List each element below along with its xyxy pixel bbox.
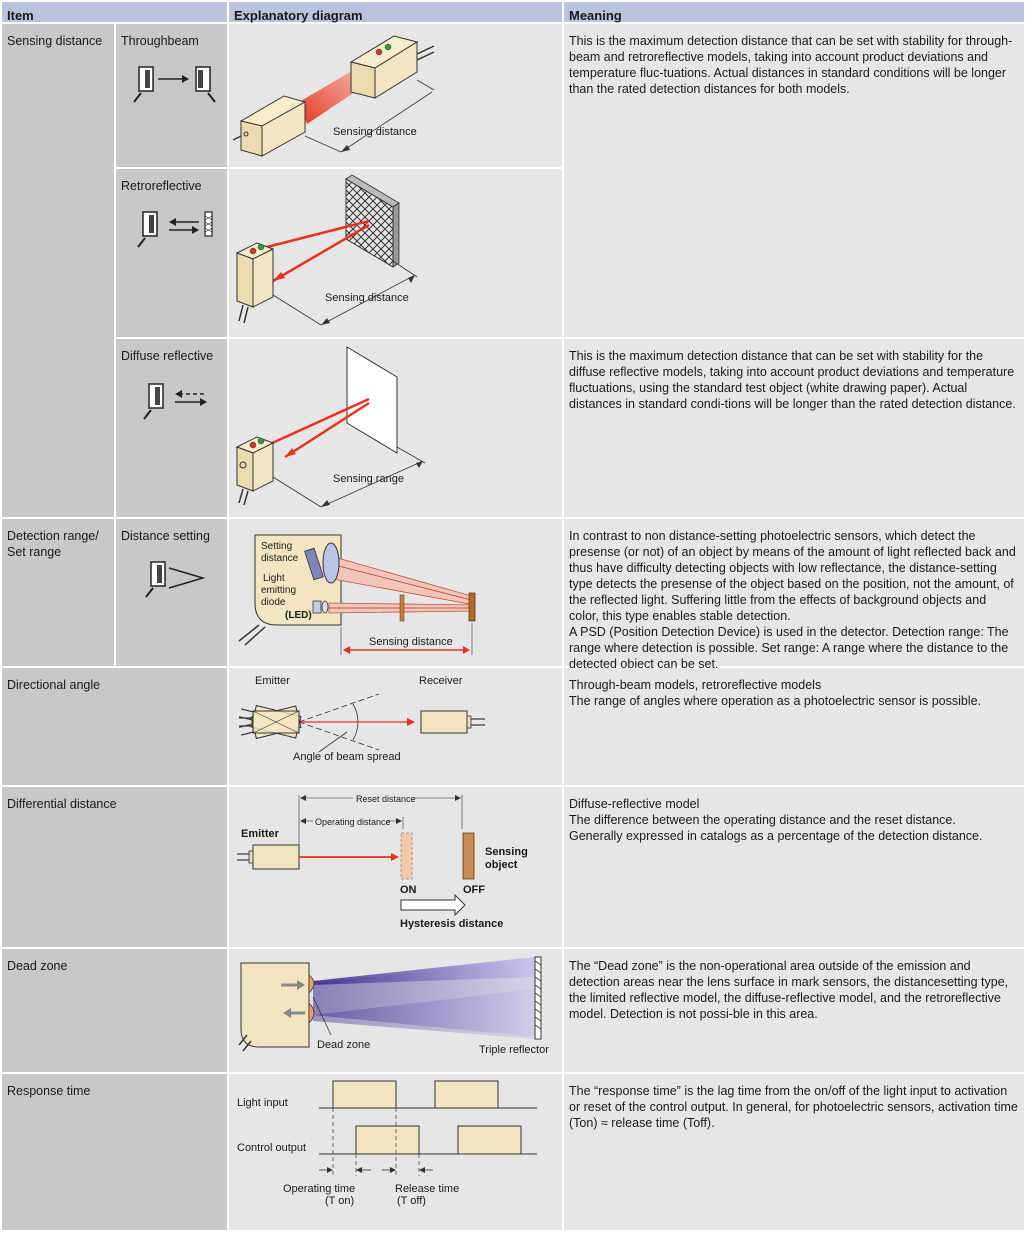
hysteresis-label: Hysteresis distance: [400, 918, 503, 930]
triple-reflector-label: Triple reflector: [479, 1044, 549, 1056]
item-retroreflective: Retroreflective: [116, 169, 227, 337]
meaning-differential-text-1: Diffuse-reflective model: [569, 797, 700, 811]
receiver-label: Receiver: [419, 675, 463, 687]
angle-spread-label: Angle of beam spread: [293, 751, 401, 763]
item-detection-range: Detection range/ Set range: [2, 519, 114, 666]
meaning-transmissive: This is the maximum detection distance t…: [564, 24, 1024, 337]
control-output-label: Control output: [237, 1142, 306, 1154]
meaning-transmissive-text: This is the maximum detection distance t…: [569, 34, 1013, 96]
diagram-differential-distance: Reset distance Operating distance Emitte…: [229, 787, 562, 947]
emitter-label: Emitter: [255, 675, 290, 687]
operating-distance-label: Operating distance: [315, 817, 391, 827]
dead-zone-diagram: Dead zone Triple reflector: [238, 956, 549, 1056]
diffuse-reflective-label: Diffuse reflective: [121, 349, 214, 363]
light-input-label: Light input: [237, 1097, 288, 1109]
throughbeam-diagram: Sensing distance: [232, 35, 435, 157]
light-beam: [299, 68, 364, 124]
led-label-1: Light: [263, 573, 285, 584]
meaning-directional-angle: Through-beam models, retroreflective mod…: [564, 668, 1024, 785]
diagram-distance-setting: Setting distance Light emitting diode (L…: [229, 519, 562, 666]
diagram-directional-angle: Emitter Receiver Angle of beam spread: [229, 668, 562, 785]
header-diagram: Explanatory diagram: [229, 2, 562, 23]
diagram-response-time: Light input Control output Operating tim…: [229, 1074, 562, 1230]
item-dead-zone: Dead zone: [2, 949, 227, 1072]
setting-distance-label-2: distance: [261, 553, 299, 564]
diagram-diffuse-reflective: Sensing range: [229, 339, 562, 517]
retroreflective-label: Retroreflective: [121, 179, 202, 193]
header-item: Item: [2, 2, 227, 23]
operating-time-label-2: (T on): [325, 1195, 354, 1207]
differential-distance-diagram: Reset distance Operating distance Emitte…: [237, 794, 528, 930]
throughbeam-icon: [133, 66, 216, 103]
sensing-object-label-1: Sensing: [485, 846, 528, 858]
throughbeam-label: Throughbeam: [121, 34, 199, 48]
led-abbr-label: (LED): [285, 610, 312, 621]
diagram-throughbeam: Sensing distance: [229, 24, 562, 167]
dead-zone-label: Dead zone: [317, 1039, 370, 1051]
differential-emitter-label: Emitter: [241, 828, 280, 840]
reset-distance-label: Reset distance: [356, 794, 416, 804]
on-label: ON: [400, 884, 417, 896]
setting-distance-label-1: Setting: [261, 541, 292, 552]
meaning-differential-text-3: Generally expressed in catalogs as a per…: [569, 829, 983, 843]
throughbeam-distance-label: Sensing distance: [333, 126, 417, 138]
meaning-detection-range: In contrast to non distance-setting phot…: [564, 519, 1024, 671]
item-diffuse-reflective: Diffuse reflective: [116, 339, 227, 517]
distance-setting-icon: [145, 561, 206, 598]
item-sensing-distance: Sensing distance: [2, 24, 114, 517]
item-directional-angle: Directional angle: [2, 668, 227, 785]
meaning-diffuse-text: This is the maximum detection distance t…: [569, 349, 1016, 411]
meaning-directional-angle-text-1: Through-beam models, retroreflective mod…: [569, 678, 822, 692]
retroreflective-icon: [137, 211, 213, 248]
distance-setting-label: Distance setting: [121, 529, 210, 543]
release-time-label-1: Release time: [395, 1183, 459, 1195]
meaning-dead-zone: The “Dead zone” is the non-operational a…: [564, 949, 1024, 1072]
item-distance-setting: Distance setting: [116, 519, 227, 666]
retroreflective-distance-label: Sensing distance: [325, 292, 409, 304]
item-throughbeam: Throughbeam: [116, 24, 227, 167]
retroreflective-diagram: Sensing distance: [235, 174, 418, 326]
led-label-3: diode: [261, 597, 286, 608]
meaning-detection-range-text-2: A PSD (Position Detection Device) is use…: [569, 625, 1009, 671]
diffuse-reflective-icon: [143, 383, 207, 420]
meaning-detection-range-text-1: In contrast to non distance-setting phot…: [569, 529, 1016, 623]
sensing-object-label-2: object: [485, 859, 518, 871]
release-time-label-2: (T off): [397, 1195, 426, 1207]
diagram-retroreflective: Sensing distance: [229, 169, 562, 337]
meaning-differential-text-2: The difference between the operating dis…: [569, 813, 956, 827]
diffuse-reflective-diagram: Sensing range: [235, 346, 426, 508]
header-meaning: Meaning: [564, 2, 1024, 23]
diagram-dead-zone: Dead zone Triple reflector: [229, 949, 562, 1072]
directional-angle-diagram: Emitter Receiver Angle of beam spread: [239, 675, 485, 763]
item-differential-distance: Differential distance: [2, 787, 227, 947]
meaning-response-time-text: The “response time” is the lag time from…: [569, 1084, 1018, 1130]
meaning-differential-distance: Diffuse-reflective model The difference …: [564, 787, 1024, 947]
meaning-response-time: The “response time” is the lag time from…: [564, 1074, 1024, 1230]
meaning-dead-zone-text: The “Dead zone” is the non-operational a…: [569, 959, 1009, 1021]
item-response-time: Response time: [2, 1074, 227, 1230]
off-label: OFF: [463, 884, 485, 896]
response-time-diagram: Light input Control output Operating tim…: [237, 1080, 537, 1207]
diffuse-range-label: Sensing range: [333, 473, 404, 485]
led-label-2: emitting: [261, 585, 296, 596]
meaning-diffuse: This is the maximum detection distance t…: [564, 339, 1024, 517]
sensing-distance-label: Sensing distance: [369, 636, 453, 648]
operating-time-label-1: Operating time: [283, 1183, 355, 1195]
meaning-directional-angle-text-2: The range of angles where operation as a…: [569, 694, 982, 708]
distance-setting-diagram: Setting distance Light emitting diode (L…: [238, 534, 476, 655]
